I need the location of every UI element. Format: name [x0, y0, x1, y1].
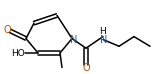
Text: N: N	[70, 34, 78, 44]
Text: O: O	[82, 63, 90, 73]
Text: H: H	[100, 27, 106, 36]
Text: N: N	[100, 34, 108, 44]
Text: O: O	[3, 25, 11, 35]
Text: HO: HO	[11, 48, 25, 57]
